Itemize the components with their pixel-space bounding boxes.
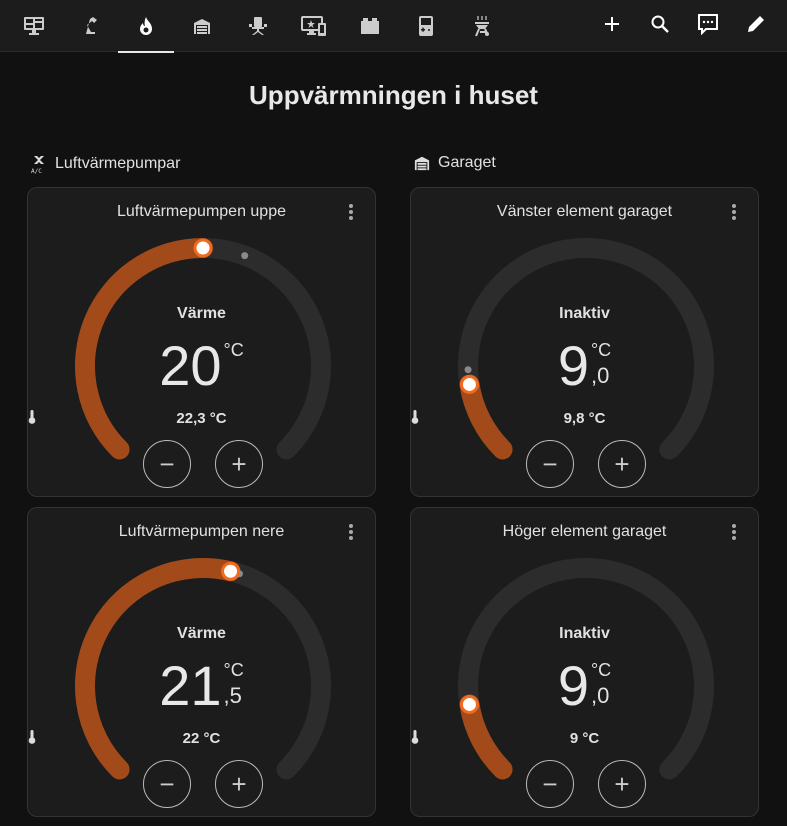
tab-media[interactable] — [286, 0, 342, 52]
tab-lamp[interactable] — [62, 0, 118, 52]
tab-office[interactable] — [230, 0, 286, 52]
target-handle[interactable] — [459, 694, 479, 714]
tab-garage[interactable] — [174, 0, 230, 52]
thermostat-card: Vänster element garaget Inaktiv 9 °C ,0 9,… — [410, 187, 759, 497]
svg-text:A/C: A/C — [31, 168, 42, 174]
target-temperature: 21 °C ,5 — [28, 656, 375, 716]
increase-temperature-button[interactable]: + — [215, 440, 263, 488]
gameboy-icon — [419, 16, 433, 36]
thermometer-icon — [411, 730, 419, 744]
desk-lamp-icon — [86, 17, 97, 34]
increase-temperature-button[interactable]: + — [598, 440, 646, 488]
current-temperature-marker — [241, 252, 249, 260]
target-temperature: 9 °C ,0 — [411, 656, 758, 716]
more-options-button[interactable] — [343, 202, 359, 222]
office-chair-icon — [249, 17, 267, 35]
decrease-temperature-button[interactable]: − — [526, 760, 574, 808]
increase-temperature-button[interactable]: + — [215, 760, 263, 808]
section-garage: Garaget — [414, 154, 496, 172]
top-toolbar — [0, 0, 787, 53]
thermometer-icon — [411, 410, 419, 424]
toy-brick-icon — [361, 18, 379, 34]
decrease-temperature-button[interactable]: − — [143, 760, 191, 808]
card-title: Vänster element garaget — [496, 203, 673, 220]
decrease-temperature-button[interactable]: − — [526, 440, 574, 488]
tab-grill[interactable] — [454, 0, 510, 52]
dial-track — [458, 558, 714, 780]
hvac-mode: Värme — [177, 305, 226, 322]
hvac-mode: Värme — [177, 625, 226, 642]
thermometer-icon — [28, 410, 36, 424]
current-temperature: 9,8 °C — [411, 410, 758, 427]
card-title: Höger element garaget — [502, 523, 667, 540]
page-title: Uppvärmningen i huset — [249, 80, 538, 110]
target-integer: 20 — [159, 334, 222, 397]
more-options-button[interactable] — [726, 202, 742, 222]
target-unit: °C — [223, 660, 244, 680]
thermostat-card: Luftvärmepumpen nere Värme 21 °C ,5 22 °C … — [27, 507, 376, 817]
current-temperature: 22 °C — [28, 730, 375, 747]
monitor-dashboard-icon — [24, 17, 44, 35]
hvac-mode: Inaktiv — [559, 305, 610, 322]
target-handle[interactable] — [221, 561, 241, 581]
assist-button[interactable] — [684, 0, 732, 48]
garage-icon — [194, 19, 210, 34]
target-integer: 9 — [557, 334, 589, 397]
current-temperature: 22,3 °C — [28, 410, 375, 427]
target-integer: 9 — [557, 654, 589, 717]
monitor-star-cellphone-icon — [301, 16, 326, 36]
target-decimal: ,5 — [223, 683, 242, 708]
thermostat-dial[interactable] — [28, 508, 377, 818]
target-temperature: 20 °C — [28, 336, 375, 396]
dial-fill — [75, 238, 213, 460]
target-handle[interactable] — [193, 238, 213, 258]
thermostat-dial[interactable] — [411, 188, 760, 498]
tab-games[interactable] — [398, 0, 454, 52]
decrease-temperature-button[interactable]: − — [143, 440, 191, 488]
garage-icon — [414, 156, 430, 171]
pencil-icon — [748, 16, 764, 32]
target-unit: °C — [223, 340, 244, 360]
more-options-button[interactable] — [343, 522, 359, 542]
tab-toys[interactable] — [342, 0, 398, 52]
fire-icon — [140, 17, 152, 35]
increase-temperature-button[interactable]: + — [598, 760, 646, 808]
tab-dashboard[interactable] — [6, 0, 62, 52]
plus-icon — [605, 17, 619, 31]
target-unit: °C — [590, 660, 612, 680]
edit-button[interactable] — [732, 0, 780, 48]
thermometer-icon — [28, 730, 36, 744]
message-text-icon — [698, 14, 718, 35]
more-options-button[interactable] — [726, 522, 742, 542]
section-heat-pumps: A/C Luftvärmepumpar — [31, 154, 180, 174]
thermostat-dial[interactable] — [28, 188, 377, 498]
card-title: Luftvärmepumpen uppe — [117, 203, 286, 220]
magnify-icon — [651, 15, 669, 33]
target-decimal: ,0 — [590, 363, 610, 388]
thermostat-dial[interactable] — [411, 508, 760, 818]
card-title: Luftvärmepumpen nere — [118, 523, 285, 540]
dial-fill — [75, 558, 241, 780]
grill-icon — [475, 16, 489, 37]
search-button[interactable] — [636, 0, 684, 48]
target-integer: 21 — [159, 654, 222, 717]
air-conditioner-icon: A/C — [31, 156, 44, 174]
target-handle[interactable] — [459, 374, 479, 394]
add-button[interactable] — [588, 0, 636, 48]
target-unit: °C — [590, 340, 612, 360]
current-temperature-marker — [464, 366, 472, 374]
tab-heating[interactable] — [118, 0, 174, 53]
hvac-mode: Inaktiv — [559, 625, 610, 642]
section-title: Garaget — [438, 154, 496, 171]
target-decimal: ,0 — [590, 683, 610, 708]
target-temperature: 9 °C ,0 — [411, 336, 758, 396]
current-temperature: 9 °C — [411, 730, 758, 747]
thermostat-card: Luftvärmepumpen uppe Värme 20 °C 22,3 °C … — [27, 187, 376, 497]
section-title: Luftvärmepumpar — [55, 155, 181, 172]
thermostat-card: Höger element garaget Inaktiv 9 °C ,0 9 °C… — [410, 507, 759, 817]
